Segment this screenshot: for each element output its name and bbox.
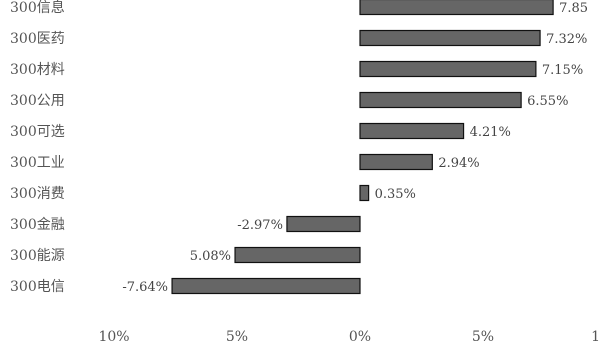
bar: [359, 29, 541, 47]
bar-value-label: 0.35%: [375, 187, 416, 202]
bar-value-label: 6.55%: [527, 94, 568, 109]
x-tick-label: 10%: [98, 329, 129, 345]
bar-value-label: 7.85: [559, 1, 588, 16]
category-label: 300金融: [10, 217, 65, 233]
bar-value-label: 4.21%: [470, 125, 511, 140]
bar: [359, 184, 370, 202]
bar-value-label: 5.08%: [190, 249, 231, 264]
bar: [359, 153, 433, 171]
bar-value-label: -7.64%: [122, 280, 168, 295]
x-tick-label: 5%: [226, 329, 248, 345]
bar-value-label: -2.97%: [237, 218, 283, 233]
x-tick-label: 1: [591, 329, 600, 345]
bar-value-label: 7.32%: [546, 32, 587, 47]
x-tick-label: 0%: [349, 329, 371, 345]
category-label: 300信息: [10, 0, 65, 16]
category-label: 300消费: [10, 186, 65, 202]
bar: [359, 91, 522, 109]
category-label: 300可选: [10, 124, 65, 140]
bar: [359, 60, 537, 78]
bar: [359, 0, 554, 16]
x-tick-label: 5%: [472, 329, 494, 345]
category-label: 300材料: [10, 62, 65, 78]
category-label: 300医药: [10, 31, 65, 47]
category-label: 300工业: [10, 155, 65, 171]
bar-value-label: 2.94%: [438, 156, 479, 171]
bar: [234, 246, 361, 264]
bar: [171, 277, 361, 295]
category-label: 300能源: [10, 248, 65, 264]
category-label: 300公用: [10, 93, 65, 109]
bar-value-label: 7.15%: [542, 63, 583, 78]
bar: [359, 122, 465, 140]
bar: [286, 215, 361, 233]
category-label: 300电信: [10, 279, 65, 295]
